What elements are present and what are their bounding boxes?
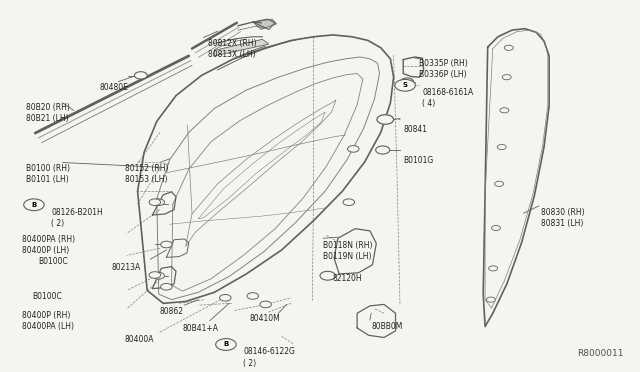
Circle shape (153, 199, 164, 205)
Circle shape (247, 293, 259, 299)
Circle shape (220, 295, 231, 301)
Circle shape (320, 271, 335, 280)
Circle shape (500, 108, 509, 113)
Text: 80BB0M: 80BB0M (371, 322, 403, 331)
Circle shape (348, 145, 359, 152)
Text: S: S (403, 82, 408, 88)
Circle shape (502, 75, 511, 80)
Text: 82120H: 82120H (333, 274, 362, 283)
Text: 80841: 80841 (403, 125, 428, 134)
Circle shape (24, 199, 44, 211)
Circle shape (134, 72, 147, 79)
Text: B0100 (RH)
B0101 (LH): B0100 (RH) B0101 (LH) (26, 164, 70, 184)
Circle shape (497, 144, 506, 150)
Circle shape (161, 241, 172, 248)
Text: 80830 (RH)
80831 (LH): 80830 (RH) 80831 (LH) (541, 208, 584, 228)
Text: 80400P (RH)
80400PA (LH): 80400P (RH) 80400PA (LH) (22, 311, 74, 331)
Circle shape (153, 272, 164, 279)
Text: R8000011: R8000011 (577, 349, 624, 359)
Text: 80B20 (RH)
80B21 (LH): 80B20 (RH) 80B21 (LH) (26, 103, 70, 123)
Polygon shape (214, 39, 269, 56)
Circle shape (260, 301, 271, 308)
Text: B: B (31, 202, 36, 208)
Text: B0100C: B0100C (38, 257, 68, 266)
Circle shape (377, 115, 394, 124)
Circle shape (161, 283, 172, 290)
Text: B: B (223, 341, 228, 347)
Text: 08126-B201H
( 2): 08126-B201H ( 2) (51, 208, 103, 228)
Circle shape (488, 266, 497, 271)
Text: 08146-6122G
( 2): 08146-6122G ( 2) (243, 347, 295, 368)
Text: 80213A: 80213A (112, 263, 141, 272)
Text: 80862: 80862 (160, 307, 184, 316)
Text: 80B41+A: 80B41+A (182, 324, 218, 333)
Text: B0101G: B0101G (403, 156, 433, 165)
Circle shape (486, 297, 495, 302)
Polygon shape (253, 19, 276, 29)
Text: B0335P (RH)
B0336P (LH): B0335P (RH) B0336P (LH) (419, 59, 468, 79)
Text: 80400PA (RH)
80400P (LH): 80400PA (RH) 80400P (LH) (22, 235, 76, 256)
Circle shape (149, 272, 161, 278)
Text: B0118N (RH)
B0119N (LH): B0118N (RH) B0119N (LH) (323, 241, 372, 261)
Circle shape (401, 78, 413, 85)
Circle shape (376, 146, 390, 154)
Circle shape (395, 79, 415, 91)
Circle shape (495, 181, 504, 186)
Circle shape (492, 225, 500, 231)
Circle shape (504, 45, 513, 50)
Text: B0100C: B0100C (32, 292, 61, 301)
Text: 80400A: 80400A (125, 334, 154, 344)
Circle shape (216, 339, 236, 350)
Text: 80410M: 80410M (250, 314, 280, 323)
Text: 80812X (RH)
80813X (LH): 80812X (RH) 80813X (LH) (208, 39, 257, 59)
Text: 80152 (RH)
80153 (LH): 80152 (RH) 80153 (LH) (125, 164, 168, 184)
Text: 08168-6161A
( 4): 08168-6161A ( 4) (422, 88, 474, 108)
Text: 80480E: 80480E (99, 83, 128, 92)
Circle shape (321, 272, 332, 279)
Circle shape (343, 199, 355, 205)
Circle shape (149, 199, 161, 205)
